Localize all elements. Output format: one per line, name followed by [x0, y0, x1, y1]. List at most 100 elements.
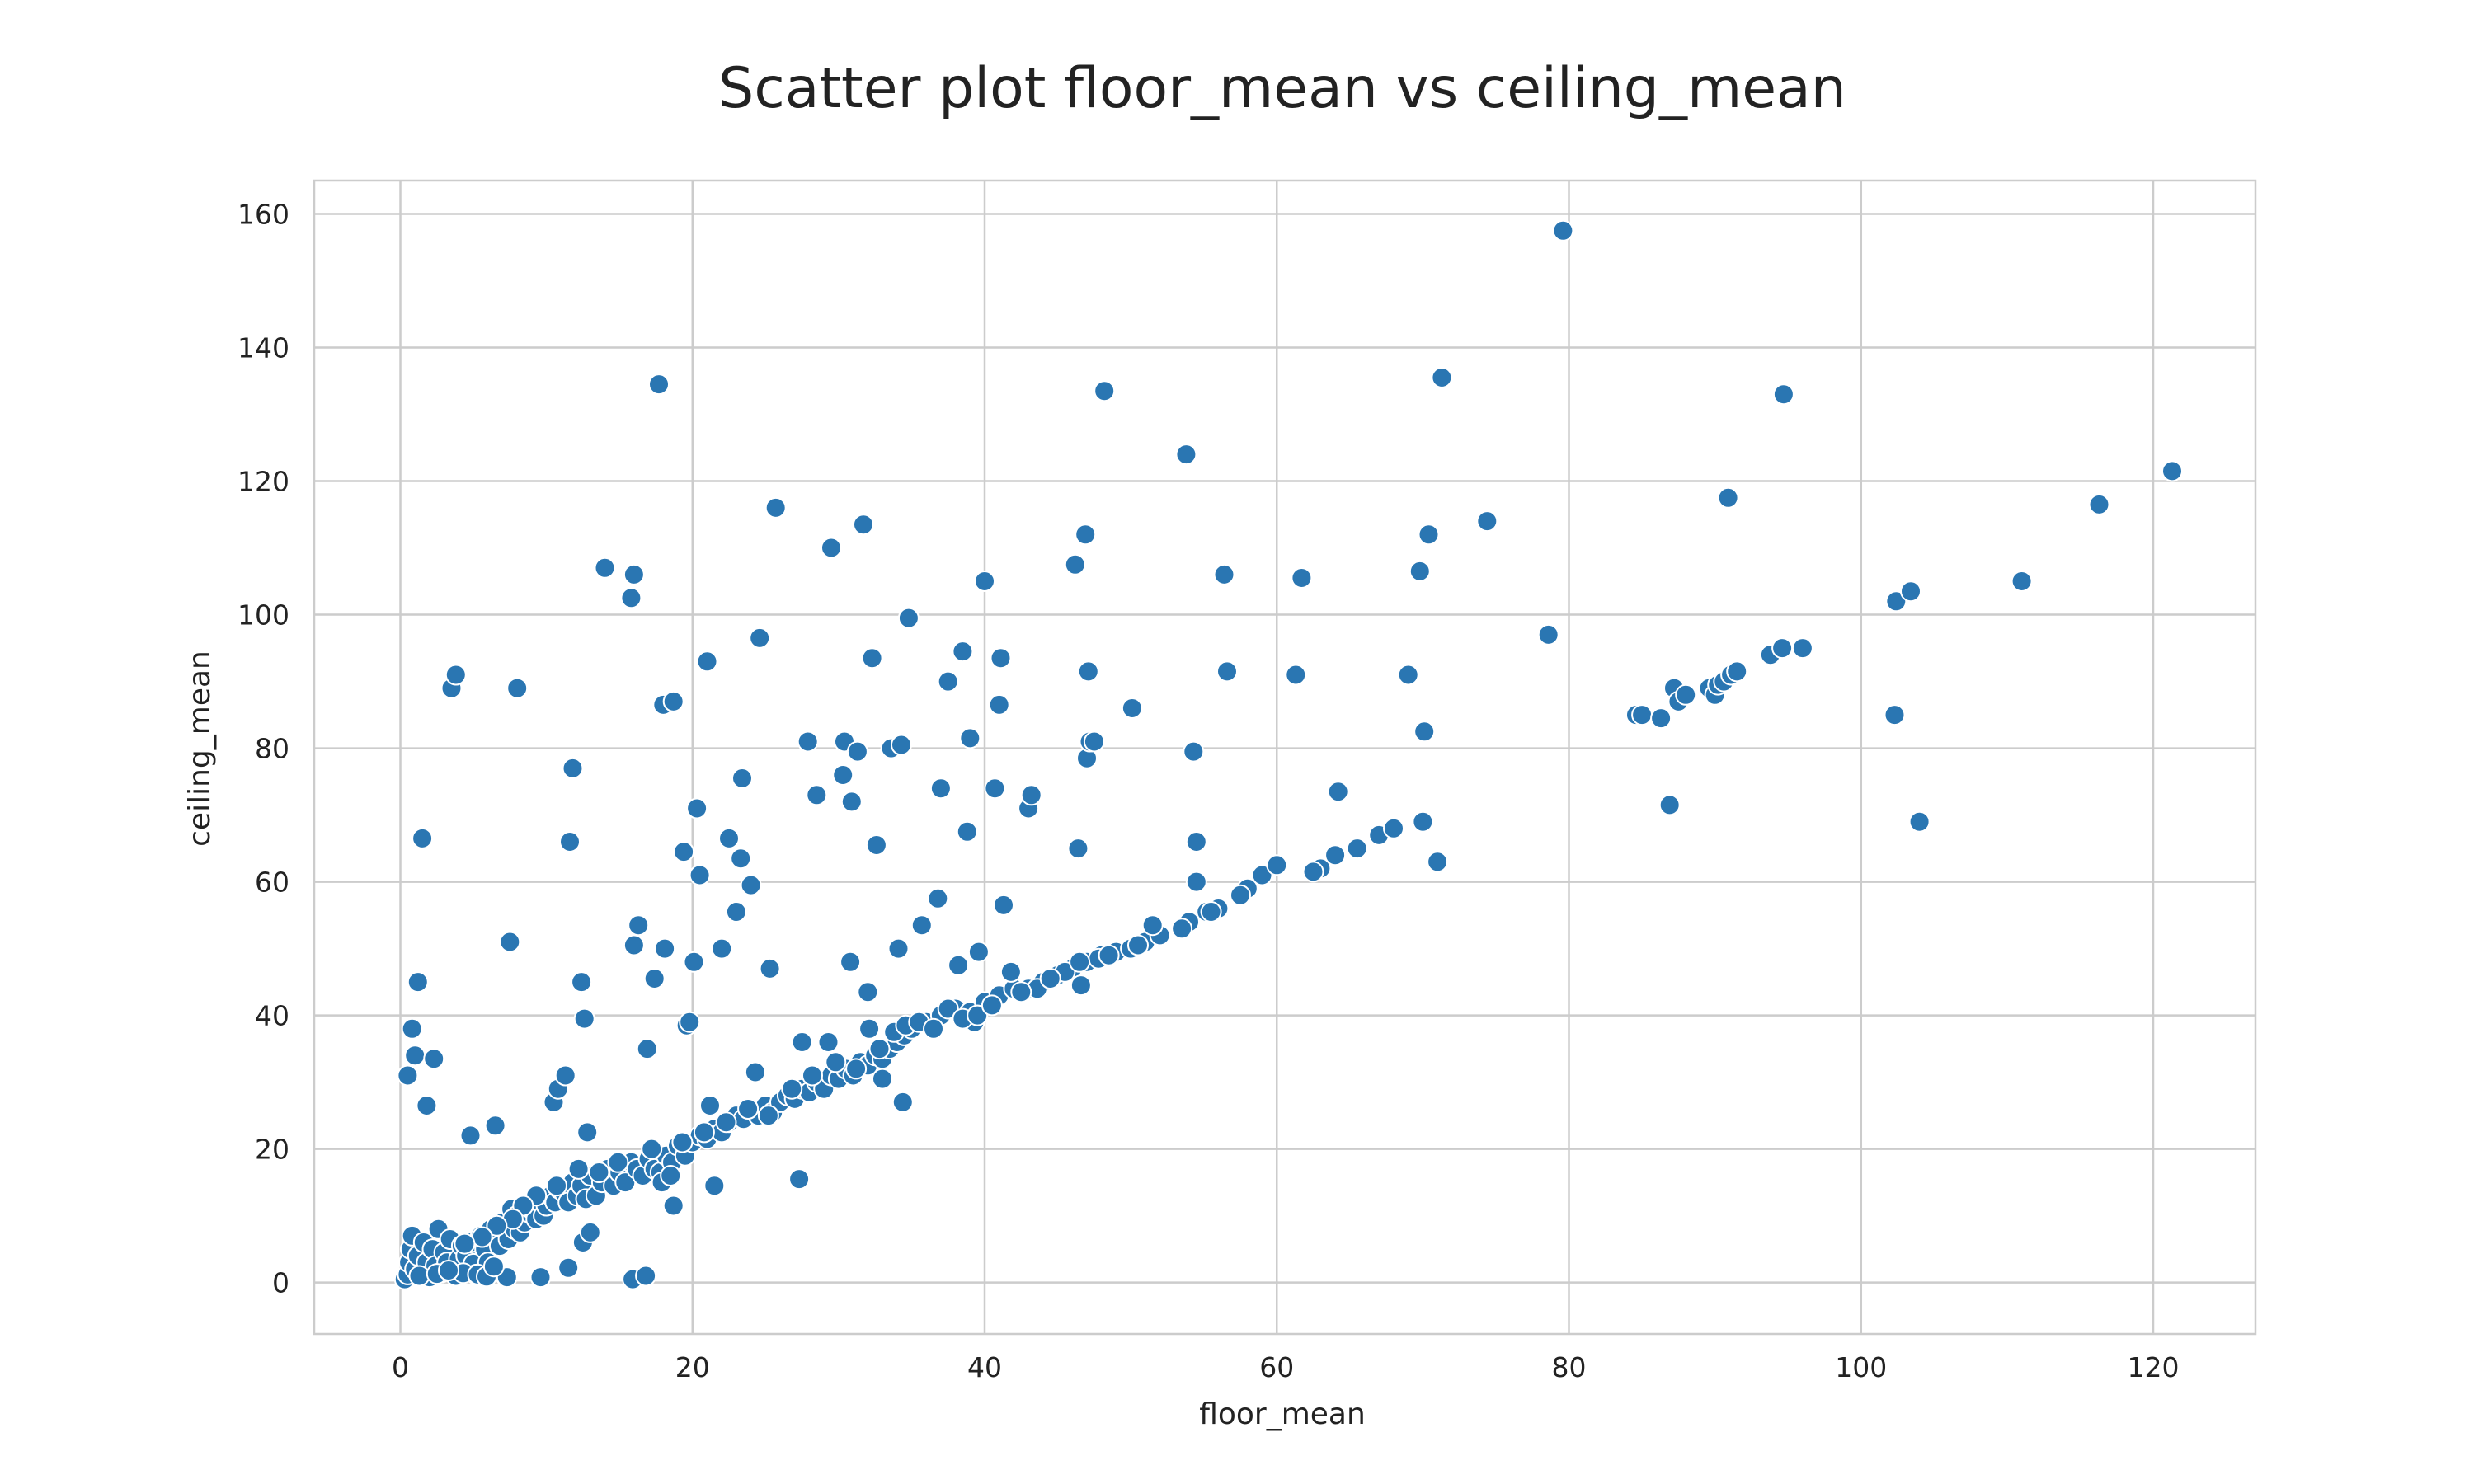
data-point	[1324, 844, 1347, 866]
data-point	[573, 1007, 595, 1030]
data-point	[999, 960, 1022, 983]
data-point	[910, 914, 933, 937]
data-point	[825, 1051, 847, 1073]
data-point	[791, 1031, 813, 1053]
data-point	[1185, 871, 1207, 893]
x-tick-label: 20	[675, 1351, 710, 1383]
data-point	[643, 968, 666, 989]
data-point	[937, 998, 959, 1020]
data-point	[641, 1138, 663, 1160]
data-point	[959, 727, 981, 749]
y-axis-label: ceiling_mean	[183, 650, 217, 847]
data-point	[571, 971, 593, 993]
data-point	[607, 1151, 629, 1173]
data-point	[1216, 660, 1238, 683]
x-tick-label: 100	[1835, 1351, 1887, 1383]
data-point	[2011, 571, 2033, 592]
data-point	[662, 1195, 684, 1217]
data-point	[1900, 580, 1921, 603]
data-point	[967, 941, 990, 963]
data-point	[797, 730, 819, 753]
data-point	[897, 607, 920, 629]
data-point	[1075, 524, 1097, 546]
data-point	[1039, 968, 1061, 989]
data-point	[1266, 854, 1288, 876]
data-point	[1772, 383, 1794, 406]
data-point	[529, 1266, 552, 1289]
data-point	[636, 1038, 658, 1060]
data-point	[693, 1121, 715, 1144]
data-point	[1418, 524, 1440, 546]
data-point	[404, 1045, 426, 1067]
data-point	[1171, 918, 1193, 940]
data-point	[731, 768, 753, 789]
data-point	[567, 1158, 590, 1180]
data-point	[715, 1111, 737, 1134]
y-tick-label: 20	[255, 1134, 289, 1166]
data-point	[846, 740, 868, 763]
data-point	[1127, 934, 1149, 956]
data-point	[2088, 493, 2110, 515]
data-point	[648, 373, 670, 396]
data-point	[1397, 664, 1419, 686]
data-point	[1121, 697, 1143, 719]
data-point	[401, 1017, 423, 1040]
data-point	[683, 951, 705, 973]
data-point	[1537, 623, 1559, 646]
data-point	[857, 981, 879, 1003]
data-point	[1010, 981, 1032, 1003]
data-point	[730, 848, 752, 870]
data-point	[1175, 444, 1197, 466]
data-point	[865, 834, 887, 856]
data-point	[967, 1004, 989, 1026]
data-point	[679, 1011, 701, 1033]
data-point	[699, 1095, 721, 1116]
data-point	[1413, 721, 1436, 743]
data-point	[1200, 901, 1222, 923]
data-point	[660, 1165, 682, 1186]
data-point	[689, 864, 711, 886]
data-point	[397, 1064, 419, 1087]
data-point	[1141, 914, 1164, 937]
data-point	[1552, 219, 1574, 242]
data-point	[1650, 707, 1672, 730]
data-point	[1771, 637, 1794, 660]
data-point	[1884, 704, 1906, 726]
data-point	[412, 827, 434, 849]
x-tick-label: 60	[1259, 1351, 1294, 1383]
data-point	[1327, 781, 1349, 803]
data-point	[562, 757, 584, 779]
data-point	[927, 887, 949, 909]
tick-labels: 0 20 40 60 80 100 120 0 20 40 60 80 100 120 140 160	[238, 199, 2180, 1383]
data-point	[952, 641, 974, 663]
data-point	[594, 556, 616, 579]
data-point	[788, 1168, 811, 1190]
data-point	[759, 957, 781, 979]
data-point	[988, 693, 1010, 716]
data-point	[1726, 660, 1748, 683]
data-point	[1631, 704, 1653, 726]
data-point	[1291, 567, 1313, 589]
data-point	[2161, 460, 2183, 482]
data-point	[408, 1265, 430, 1287]
data-point	[696, 650, 718, 673]
data-point	[703, 1175, 726, 1197]
data-point	[757, 1105, 779, 1127]
data-point	[444, 664, 467, 686]
data-point	[1251, 864, 1273, 886]
data-point	[1183, 740, 1205, 763]
y-tick-label: 0	[272, 1267, 289, 1299]
x-tick-label: 80	[1552, 1351, 1587, 1383]
data-point	[1412, 810, 1434, 833]
data-point	[673, 841, 695, 863]
data-point	[1658, 794, 1681, 816]
data-point	[868, 1038, 891, 1060]
data-point	[579, 1221, 601, 1243]
data-point	[832, 764, 854, 786]
data-point	[845, 1058, 868, 1080]
data-point	[1302, 861, 1324, 883]
data-point	[1383, 817, 1404, 839]
data-point	[861, 647, 883, 669]
data-point	[740, 874, 762, 896]
